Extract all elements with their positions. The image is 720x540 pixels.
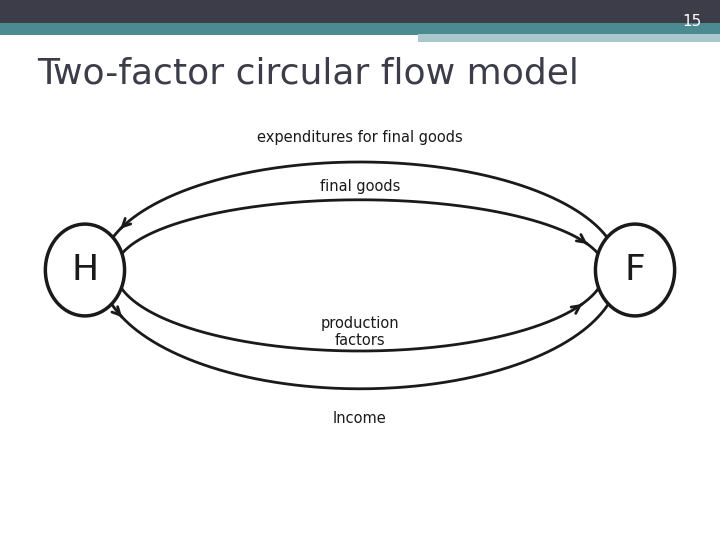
- Text: production
factors: production factors: [320, 316, 400, 348]
- Ellipse shape: [595, 224, 675, 316]
- Text: Income: Income: [333, 411, 387, 426]
- Text: Two-factor circular flow model: Two-factor circular flow model: [37, 57, 580, 91]
- Text: F: F: [625, 253, 645, 287]
- Bar: [418, 34, 720, 42]
- Text: 15: 15: [683, 14, 702, 29]
- Bar: [0, 0, 720, 24]
- Text: final goods: final goods: [320, 179, 400, 194]
- Text: expenditures for final goods: expenditures for final goods: [257, 130, 463, 145]
- Bar: [0, 23, 720, 35]
- Ellipse shape: [45, 224, 125, 316]
- Text: H: H: [71, 253, 99, 287]
